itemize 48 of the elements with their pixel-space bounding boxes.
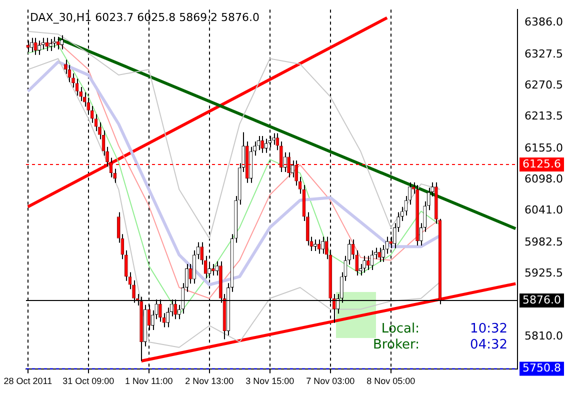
candlestick: [378, 247, 382, 262]
x-tick-label: 3 Nov 15:00: [246, 376, 294, 386]
candlestick: [366, 255, 370, 271]
ref-line-label: 6125.6: [522, 157, 562, 170]
y-tick-label: 6155.0: [524, 141, 564, 154]
annotation: Local:: [381, 322, 420, 337]
x-tick-label: 2 Nov 13:00: [185, 376, 234, 386]
x-tick-label: 1 Nov 11:00: [124, 376, 173, 386]
candlestick: [382, 244, 385, 262]
candlestick: [264, 138, 268, 154]
ref-line-label: 5876.0: [522, 293, 562, 306]
candlestick: [38, 40, 41, 56]
x-tick-label: 8 Nov 05:00: [366, 376, 416, 386]
x-tick-label: 28 Oct 2011: [4, 376, 52, 386]
y-tick-label: 6327.5: [524, 47, 564, 60]
y-tick-label: 6041.0: [524, 204, 564, 217]
annotation: 04:32: [470, 338, 508, 353]
candlestick: [358, 264, 362, 276]
ref-line-label: 5750.8: [522, 362, 562, 375]
candlestick: [362, 255, 366, 274]
y-tick-label: 6270.5: [524, 78, 564, 92]
y-tick-label: 6386.0: [524, 16, 564, 29]
candlestick: [60, 34, 64, 50]
y-tick-label: 6098.0: [524, 172, 564, 186]
candlestick: [166, 307, 170, 328]
y-tick-label: 5925.5: [524, 266, 564, 280]
candlestick: [64, 59, 68, 74]
candlestick: [45, 37, 48, 52]
annotation: 10:32: [470, 322, 508, 337]
candlestick: [34, 37, 38, 56]
candlestick: [260, 136, 264, 154]
annotation: Broker:: [373, 338, 420, 353]
candlestick: [30, 37, 34, 53]
x-tick-label: 31 Oct 09:00: [62, 376, 114, 386]
y-tick-label: 5982.5: [524, 235, 564, 248]
candlestick: [211, 264, 215, 276]
candlestick: [348, 239, 351, 266]
candlestick: [192, 250, 196, 284]
y-tick-label: 5810.0: [524, 329, 564, 342]
x-tick-label: 7 Nov 03:00: [306, 376, 355, 386]
candlestick: [276, 132, 280, 151]
candlestick: [72, 72, 75, 88]
candlestick: [314, 239, 317, 252]
candlestick: [290, 160, 294, 178]
y-tick-label: 6213.5: [524, 110, 564, 123]
candlestick: [321, 236, 324, 254]
chart-title: DAX_30,H1 6023.7 6025.8 5869.2 5876.0: [30, 10, 260, 24]
candlestick: [272, 132, 276, 146]
